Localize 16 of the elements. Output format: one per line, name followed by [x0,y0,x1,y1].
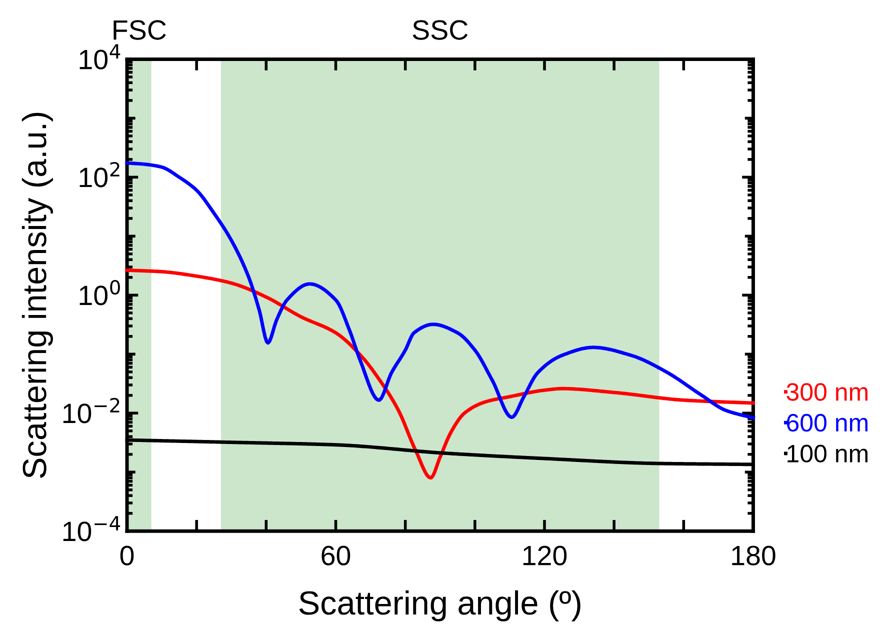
x-axis-title: Scattering angle (º) [299,590,580,622]
y-tick-label: 10$^{2}$ [80,162,120,188]
x-tick-label: 180 [732,546,776,566]
legend-label: 600 nm [787,414,868,432]
y-axis-title: Scattering intensity (a.u.) [22,112,53,478]
x-tick-label: 120 [523,546,567,566]
x-tick-label: 0 [120,546,134,566]
x-tick-label: 60 [322,546,350,566]
band-label: FSC [114,20,166,40]
y-tick-label: 10$^{−4}$ [63,516,120,542]
legend-label: 300 nm [786,383,868,401]
band-label: SSC [412,20,468,40]
y-tick-label: 10$^{0}$ [80,280,120,306]
legend-label: 100 nm [788,444,868,462]
y-tick-label: 10$^{−2}$ [63,398,120,424]
y-tick-label: 10$^{4}$ [80,44,120,70]
